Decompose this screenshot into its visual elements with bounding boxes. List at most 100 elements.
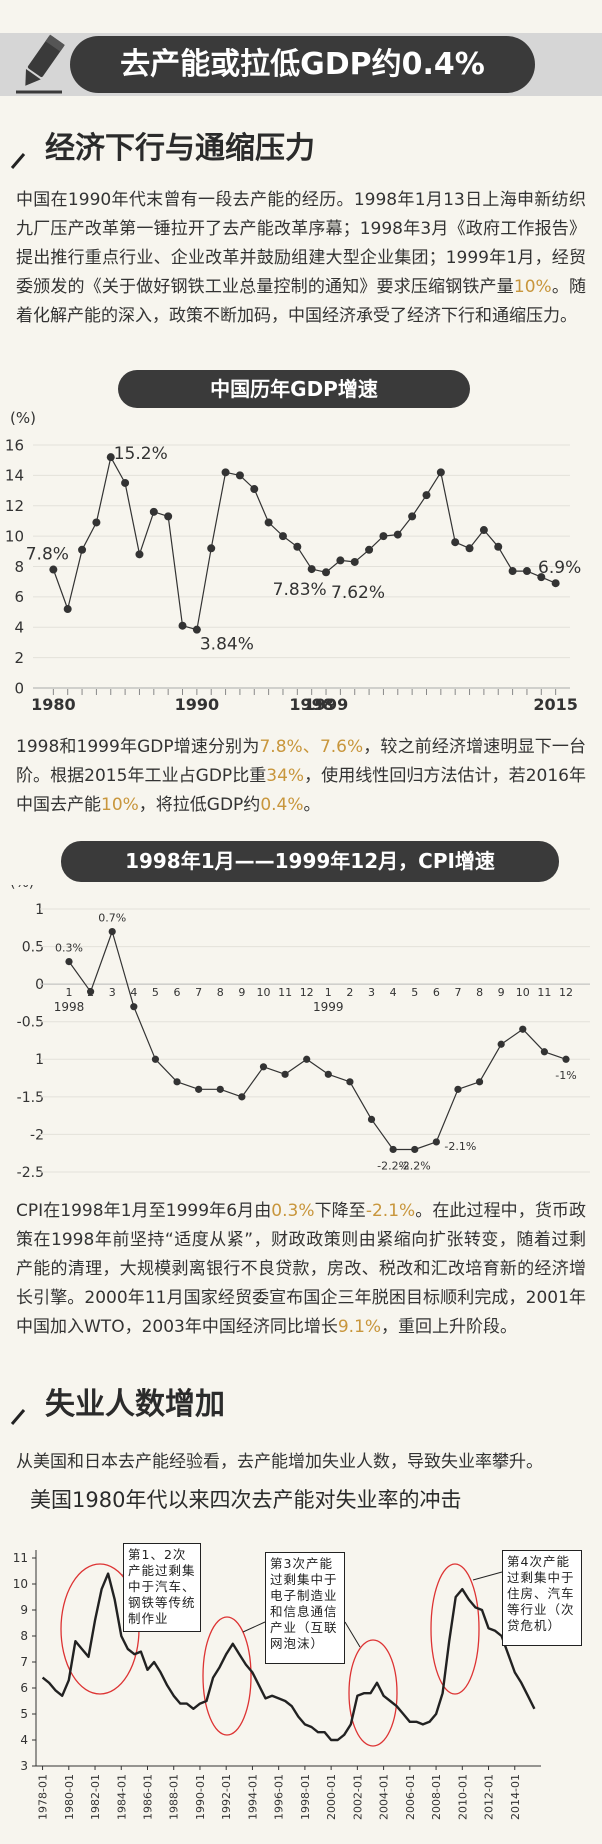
annotation: 第1、2次产能过剩集中于汽车、钢铁等传统制作业 bbox=[123, 1543, 201, 1632]
data-point bbox=[195, 1085, 203, 1093]
data-label: 6.9% bbox=[538, 558, 581, 578]
y-tick-label: 1 bbox=[35, 1052, 44, 1068]
text: ，将拉低GDP约 bbox=[138, 795, 261, 815]
x-tick-label: 12 bbox=[300, 986, 314, 999]
x-group-label: 1999 bbox=[313, 1000, 344, 1014]
x-tick-label: 2012-01 bbox=[483, 1774, 496, 1820]
y-tick-label: 1 bbox=[35, 902, 44, 918]
section-heading: 失业人数增加 bbox=[45, 1387, 225, 1422]
y-axis-label: (%) bbox=[10, 410, 36, 427]
data-point bbox=[562, 1055, 570, 1063]
connector bbox=[344, 1621, 361, 1648]
data-point bbox=[389, 1145, 397, 1154]
y-tick-label: 2 bbox=[14, 649, 24, 667]
data-label: -2.2% bbox=[377, 1159, 409, 1172]
y-tick-label: 6 bbox=[20, 1681, 28, 1695]
data-point bbox=[192, 625, 201, 634]
data-point bbox=[63, 605, 72, 614]
y-tick-label: 0.5 bbox=[22, 939, 44, 955]
x-tick-label: 2014-01 bbox=[509, 1774, 522, 1820]
x-tick-label: 1980 bbox=[31, 695, 76, 714]
heading-mark bbox=[10, 153, 26, 169]
paragraph: CPI在1998年1月至1999年6月由0.3%下降至-2.1%。在此过程中，货… bbox=[16, 1197, 586, 1342]
data-point bbox=[346, 1078, 354, 1086]
data-point bbox=[551, 579, 560, 588]
x-tick-label: 1 bbox=[66, 986, 73, 999]
text: CPI在1998年1月至1999年6月由 bbox=[16, 1201, 272, 1221]
data-label: -1% bbox=[555, 1069, 576, 1082]
data-point bbox=[293, 542, 302, 551]
text: ，重回上升阶段。 bbox=[381, 1317, 518, 1337]
data-point bbox=[336, 556, 345, 565]
data-point bbox=[497, 1040, 505, 1048]
y-tick-label: -0.5 bbox=[17, 1015, 44, 1031]
data-point bbox=[178, 621, 187, 630]
section-heading: 经济下行与通缩压力 bbox=[45, 131, 315, 166]
x-tick-label: 12 bbox=[559, 986, 573, 999]
x-tick-label: 6 bbox=[174, 986, 181, 999]
x-tick-label: 3 bbox=[368, 986, 375, 999]
data-point bbox=[78, 545, 87, 554]
x-tick-label: 1990 bbox=[175, 695, 220, 714]
data-point bbox=[475, 1078, 484, 1086]
y-tick-label: 0 bbox=[35, 977, 44, 993]
x-tick-label: 2010-01 bbox=[456, 1774, 469, 1820]
highlight-text: 10% bbox=[101, 795, 139, 815]
highlight-text: 34% bbox=[266, 766, 305, 786]
x-tick-label: 1986-01 bbox=[141, 1774, 154, 1820]
x-tick-label: 5 bbox=[152, 986, 159, 999]
x-tick-label: 7 bbox=[454, 986, 461, 999]
highlight-text: 0.4% bbox=[260, 795, 304, 815]
data-point bbox=[508, 567, 517, 576]
header-title: 去产能或拉低GDP约0.4% bbox=[70, 36, 535, 93]
data-label: 15.2% bbox=[114, 444, 168, 464]
paragraph: 从美国和日本去产能经验看，去产能增加失业人数，导致失业率攀升。 bbox=[16, 1448, 586, 1477]
data-point bbox=[522, 567, 531, 576]
data-point bbox=[65, 958, 73, 966]
x-tick-label: 2000-01 bbox=[325, 1774, 338, 1820]
data-point bbox=[465, 544, 474, 553]
x-tick-label: 1982-01 bbox=[89, 1774, 102, 1820]
text: 。在此过程中，货币政策在1998年前坚持“适度从紧”，财政政策则由紧缩向扩张转变… bbox=[16, 1201, 587, 1337]
data-point bbox=[92, 518, 101, 527]
highlight-ellipse bbox=[202, 1616, 252, 1736]
data-point bbox=[350, 557, 359, 566]
y-tick-label: 6 bbox=[14, 588, 24, 606]
data-point bbox=[130, 1003, 138, 1011]
y-tick-label: 8 bbox=[20, 1629, 28, 1643]
data-point bbox=[106, 453, 115, 462]
data-point bbox=[322, 568, 331, 577]
y-tick-label: 10 bbox=[5, 527, 24, 545]
text: 1998和1999年GDP增速分别为 bbox=[16, 737, 260, 757]
y-tick-label: 10 bbox=[13, 1577, 28, 1591]
data-point bbox=[264, 518, 273, 527]
data-point bbox=[135, 550, 144, 559]
y-tick-label: -2.5 bbox=[17, 1165, 44, 1181]
text: 从美国和日本去产能经验看，去产能增加失业人数，导致失业率攀升。 bbox=[16, 1452, 543, 1472]
highlight-text: 10% bbox=[513, 277, 552, 297]
y-tick-label: 7 bbox=[20, 1655, 28, 1669]
x-tick-label: 1994-01 bbox=[246, 1774, 259, 1820]
annotation: 第3次产能过剩集中于电子制造业和信息通信产业（互联网泡沫） bbox=[265, 1552, 345, 1664]
data-point bbox=[393, 530, 402, 539]
text: 。 bbox=[303, 795, 321, 815]
data-point bbox=[494, 542, 503, 551]
x-tick-label: 2006-01 bbox=[404, 1774, 417, 1820]
x-tick-label: 1988-01 bbox=[168, 1774, 181, 1820]
data-point bbox=[451, 538, 460, 547]
highlight-ellipse bbox=[348, 1639, 398, 1747]
data-point bbox=[411, 1145, 419, 1154]
x-tick-label: 7 bbox=[195, 986, 202, 999]
data-point bbox=[149, 507, 158, 516]
data-point bbox=[151, 1055, 160, 1063]
y-tick-label: 4 bbox=[20, 1733, 28, 1747]
data-label: 7.62% bbox=[331, 583, 385, 603]
paragraph: 中国在1990年代末曾有一段去产能的经历。1998年1月13日上海申新纺织九厂压… bbox=[16, 186, 586, 331]
y-axis-label: (%) bbox=[10, 885, 34, 891]
y-tick-label: 16 bbox=[5, 436, 24, 454]
data-point bbox=[408, 512, 417, 521]
x-tick-label: 1990-01 bbox=[194, 1774, 207, 1820]
y-tick-label: 11 bbox=[13, 1551, 28, 1565]
